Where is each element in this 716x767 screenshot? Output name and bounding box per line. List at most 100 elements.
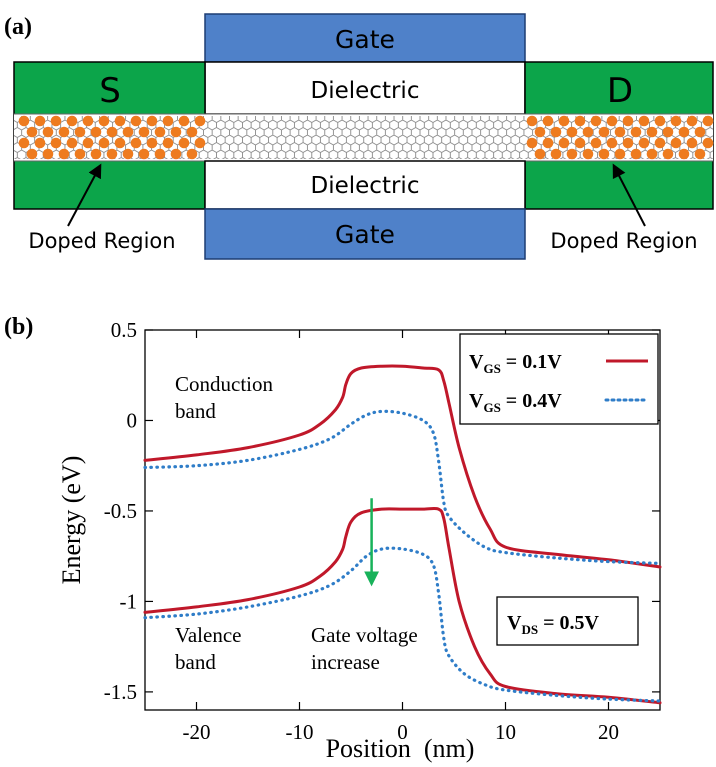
dielectric-bottom-box [204,160,526,210]
vgs01-conduction-curve [143,364,662,569]
doped-atom [162,137,174,149]
doped-atom [58,126,70,138]
doped-right-arrow [612,163,646,227]
doped-left-arrow [67,163,102,227]
vds-label: VDS = 0.5V [507,612,599,637]
doped-atom [646,148,658,160]
panel-b-chart: (b) -20 -10 0 10 20 0.5 0 -0.5 -1 -1.5 Energy (eV… [4,314,662,763]
doped-atom [130,137,142,149]
doped-atom [694,148,706,160]
valence-label-line2: band [175,650,216,674]
doped-atom [590,115,602,127]
y-axis-label: Energy (eV) [57,456,86,585]
vgs04-valence-curve [143,546,662,703]
doped-atom [686,115,698,127]
x-axis-label: Position (nm) [326,734,475,763]
doped-atom [114,115,126,127]
gate-voltage-label-line1: Gate voltage [311,623,418,647]
doped-atom [194,115,206,127]
doped-atom [638,115,650,127]
doped-atom [550,126,562,138]
doped-atom [66,115,78,127]
doped-atom [534,126,546,138]
vds-box: VDS = 0.5V [496,596,639,646]
doped-atom [654,115,666,127]
vgs04-conduction-curve [143,409,662,565]
doped-region-right-dots [526,115,714,160]
panel-a-diagram: (a) Gate Dielectric S D Dielectric Gate … [4,13,714,260]
legend-box [459,333,659,425]
doped-atom [74,148,86,160]
conduction-label-line2: band [175,399,216,423]
doped-atom [90,126,102,138]
doped-atom [154,148,166,160]
doped-atom [98,137,110,149]
doped-atom [598,148,610,160]
doped-atom [558,115,570,127]
doped-atom [654,137,666,149]
doped-atom [526,115,538,127]
doped-atom [678,148,690,160]
doped-atom [194,137,206,149]
source-label: S [99,71,121,111]
doped-atom [574,137,586,149]
conduction-label-line1: Conduction [175,372,273,396]
doped-atom [122,126,134,138]
doped-atom [106,148,118,160]
doped-atom [162,115,174,127]
doped-atom [526,137,538,149]
doped-atom [646,126,658,138]
doped-right-label: Doped Region [550,229,697,253]
doped-atom [66,137,78,149]
legend: VGS = 0.1V VGS = 0.4V [459,333,659,425]
doped-atom [146,137,158,149]
doped-atom [186,126,198,138]
doped-atom [58,148,70,160]
doped-atom [98,115,110,127]
doped-atom [670,137,682,149]
gate-voltage-label-line2: increase [311,650,380,674]
doped-atom [614,126,626,138]
doped-atom [558,137,570,149]
doped-atom [122,148,134,160]
doped-atom [178,115,190,127]
doped-atom [82,115,94,127]
doped-atom [18,137,30,149]
doped-atom [138,126,150,138]
doped-atom [50,115,62,127]
doped-atom [26,126,38,138]
doped-atom [686,137,698,149]
series-curves [143,364,662,705]
doped-atom [678,126,690,138]
doped-atom [90,148,102,160]
doped-atom [170,126,182,138]
doped-atom [574,115,586,127]
doped-atom [614,148,626,160]
doped-atom [18,115,30,127]
dielectric-bottom-label: Dielectric [311,173,420,199]
doped-atom [186,148,198,160]
y-tick-label: -1.5 [104,680,137,704]
vds-box-frame [496,596,639,646]
doped-atom [26,148,38,160]
valence-label-line1: Valence [175,623,241,647]
doped-atom [542,137,554,149]
gate-bottom-box [204,208,526,260]
doped-atom [534,148,546,160]
doped-atom [114,137,126,149]
x-tick-label: -10 [286,720,314,744]
doped-atom [582,148,594,160]
doped-atom [606,115,618,127]
doped-atom [74,126,86,138]
legend-entry-vgs-01: VGS = 0.1V [469,351,562,376]
y-tick-label: 0.5 [111,318,137,342]
panel-b-label: (b) [4,314,33,340]
gate-top-label: Gate [335,25,395,54]
doped-atom [34,137,46,149]
doped-atom [590,137,602,149]
gate-top-box [204,13,526,63]
vgs01-valence-curve [143,506,662,705]
panel-a-label: (a) [4,14,32,40]
doped-atom [82,137,94,149]
doped-atom [606,137,618,149]
